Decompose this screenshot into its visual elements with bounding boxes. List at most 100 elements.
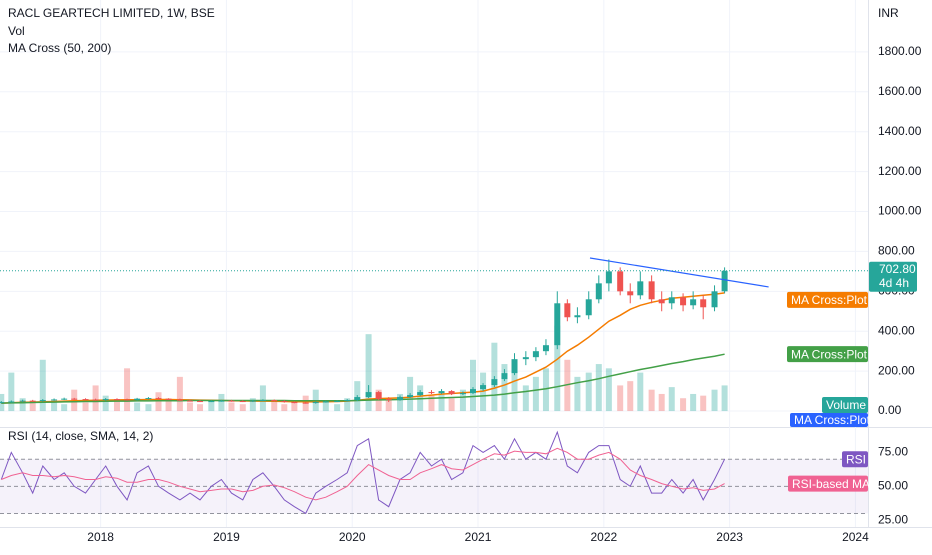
volume-bar (113, 400, 120, 412)
candle-body (92, 399, 99, 401)
y-tick-label: 0.00 (878, 403, 902, 417)
y-tick-label: 400.00 (878, 323, 915, 337)
volume-bar (554, 325, 561, 412)
volume-bar (448, 398, 455, 412)
candle-body (407, 395, 414, 398)
rsi-line (0, 430, 726, 515)
candle-body (0, 402, 5, 404)
candle-body (113, 399, 120, 401)
candle-body (334, 401, 341, 403)
candle-body (438, 391, 445, 394)
candle-body (648, 281, 655, 300)
volume-bar (249, 398, 256, 412)
volume-bar (208, 400, 215, 412)
candle-body (19, 400, 26, 402)
candle-body (637, 281, 644, 296)
last-price-box (869, 261, 917, 292)
candle-body (469, 389, 476, 394)
x-tick-label: 2021 (465, 530, 492, 544)
candle-body (61, 398, 68, 400)
candle-body (259, 400, 266, 402)
candle-body (522, 357, 529, 360)
volume-bar (145, 404, 152, 412)
candle-body (585, 299, 592, 316)
rsi-tag-bg (842, 451, 868, 468)
rsi-line (1, 447, 725, 501)
candle-body (218, 400, 225, 402)
volume-bar (82, 402, 89, 412)
candle-body (554, 303, 561, 346)
volume-bar (522, 385, 529, 412)
candle-body (281, 401, 288, 403)
candle-body (51, 399, 58, 401)
volume-bar (322, 402, 329, 412)
legend-ma: MA Cross (50, 200) (8, 41, 111, 55)
volume-bar (680, 398, 687, 412)
candle-body (721, 270, 728, 292)
ma-tag-bg (787, 346, 868, 363)
candle-body (354, 397, 361, 401)
volume-bar (271, 400, 278, 412)
volume-bar (134, 402, 141, 412)
hidden-tag-bg (790, 413, 868, 427)
volume-bar (365, 334, 372, 412)
volume-bar (291, 402, 298, 412)
volume-bar (155, 392, 162, 412)
y-tick-label: 1800.00 (878, 44, 922, 58)
candle-body (480, 385, 487, 390)
volume-bar (668, 387, 675, 412)
y-tick-label: 200.00 (878, 363, 915, 377)
volume-bar (574, 376, 581, 412)
y-tick-label: 1200.00 (878, 164, 922, 178)
volume-bar (511, 359, 518, 412)
volume-bar (281, 404, 288, 412)
candle-body (574, 315, 581, 318)
candle-body (176, 399, 183, 401)
ma-tag: MA Cross:Plot (791, 347, 868, 361)
rsi-tick-label: 25.00 (878, 512, 908, 526)
candle-body (39, 400, 46, 402)
volume-bar (585, 372, 592, 412)
volume-bar (176, 376, 183, 412)
volume-bar (397, 393, 404, 412)
candle-body (365, 392, 372, 398)
ma-tag: MA Cross:Plot (791, 293, 868, 307)
x-tick-label: 2022 (590, 530, 617, 544)
candle-body (711, 291, 718, 308)
volume-bar (648, 389, 655, 412)
candle-body (322, 401, 329, 403)
volume-bar (334, 404, 341, 412)
candle-body (690, 299, 697, 306)
candle-body (595, 283, 602, 300)
candle-body (385, 399, 392, 401)
volume-bar (658, 393, 665, 412)
x-tick-label: 2019 (213, 530, 240, 544)
candle-body (532, 351, 539, 358)
volume-bar (165, 398, 172, 412)
candle-body (428, 392, 435, 394)
volume-bar (92, 385, 99, 412)
volume-bar (532, 376, 539, 412)
rsi-tick-label: 75.00 (878, 445, 908, 459)
ma-tag-bg (787, 291, 868, 308)
candle-body (668, 297, 675, 304)
candle-body (302, 402, 309, 404)
rsi-tag: RSI-based MA (792, 477, 870, 491)
candle-body (417, 392, 424, 396)
candle-body (145, 398, 152, 400)
volume-bar (29, 402, 36, 412)
rsi-tag: RSI (846, 452, 866, 466)
volume-bar (259, 385, 266, 412)
volume-bar (51, 400, 58, 412)
rsi-title: RSI (14, close, SMA, 14, 2) (8, 429, 153, 443)
y-tick-label: 1600.00 (878, 84, 922, 98)
candle-body (249, 400, 256, 402)
candle-body (627, 291, 634, 296)
candle-body (124, 399, 131, 401)
volume-bar (542, 368, 549, 412)
candle-body (239, 401, 246, 403)
candle-body (197, 401, 204, 403)
candle-body (155, 398, 162, 400)
chart-title: RACL GEARTECH LIMITED, 1W, BSE (8, 6, 215, 20)
candle-body (344, 400, 351, 402)
